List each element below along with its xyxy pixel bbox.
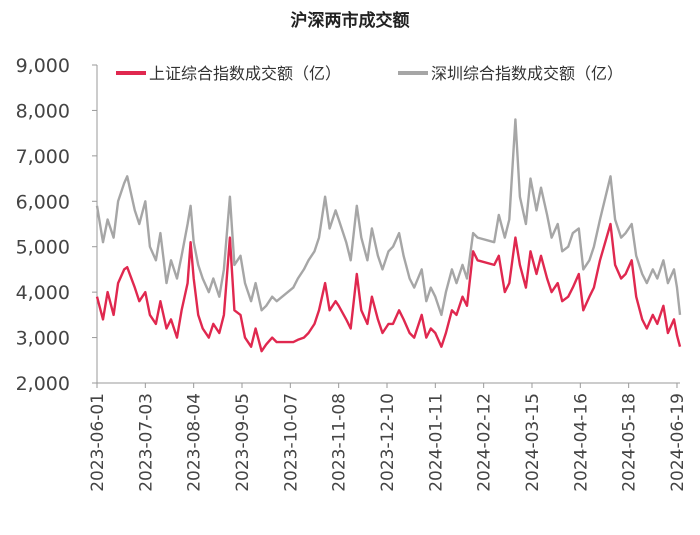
y-tick-label: 7,000 bbox=[16, 146, 70, 168]
y-tick-label: 9,000 bbox=[16, 55, 70, 77]
x-tick-label: 2023-10-07 bbox=[281, 393, 301, 492]
x-tick-label: 2023-09-05 bbox=[233, 393, 253, 492]
x-tick-label: 2024-04-16 bbox=[571, 393, 591, 492]
x-tick-label: 2023-08-04 bbox=[185, 393, 205, 492]
x-tick-label: 2024-06-19 bbox=[668, 393, 688, 492]
x-tick-label: 2024-05-18 bbox=[620, 393, 640, 492]
x-tick-label: 2023-06-01 bbox=[88, 393, 108, 492]
x-tick-label: 2023-11-08 bbox=[330, 393, 350, 492]
chart-title: 沪深两市成交额 bbox=[290, 11, 410, 31]
legend: 上证综合指数成交额（亿） 深圳综合指数成交额（亿） bbox=[116, 64, 623, 83]
y-tick-label: 4,000 bbox=[16, 282, 70, 304]
x-tick-label: 2023-12-10 bbox=[378, 393, 398, 492]
legend-label-1: 深圳综合指数成交额（亿） bbox=[431, 64, 623, 83]
series-line-0 bbox=[95, 222, 682, 353]
y-tick-label: 2,000 bbox=[16, 373, 70, 395]
x-tick-label: 2024-03-15 bbox=[523, 393, 543, 492]
legend-label-0: 上证综合指数成交额（亿） bbox=[149, 64, 341, 83]
x-tick-label: 2024-02-12 bbox=[475, 393, 495, 492]
x-tick-label: 2024-01-11 bbox=[426, 393, 446, 492]
y-tick-label: 6,000 bbox=[16, 191, 70, 213]
y-tick-label: 8,000 bbox=[16, 100, 70, 122]
y-tick-label: 3,000 bbox=[16, 328, 70, 350]
x-tick-label: 2023-07-03 bbox=[136, 393, 156, 492]
axes: 2,000 3,000 4,000 5,000 6,000 7,000 8,000 9,000… bbox=[16, 55, 688, 492]
y-tick-label: 5,000 bbox=[16, 237, 70, 259]
series-layer bbox=[95, 118, 682, 353]
series-line-1 bbox=[95, 118, 682, 317]
